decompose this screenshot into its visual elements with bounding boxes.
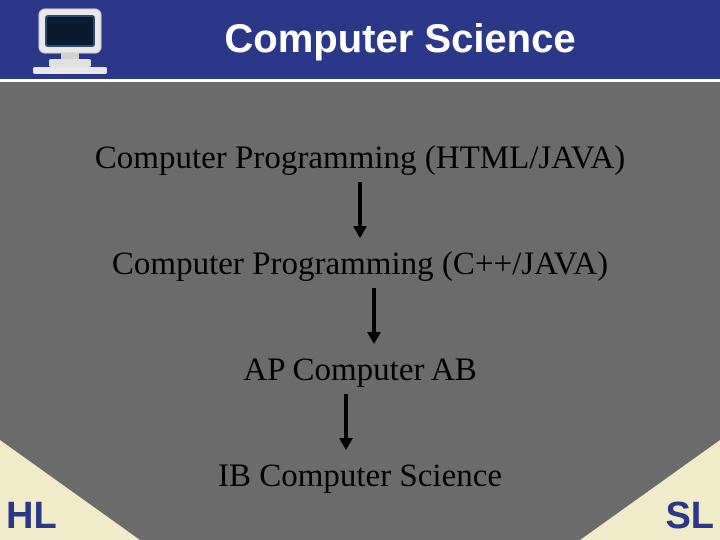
arrow-down-icon xyxy=(358,182,362,228)
corner-right-label: SL xyxy=(665,495,714,538)
slide-root: Computer Science Computer Programming (H… xyxy=(0,0,720,540)
corner-left-label: HL xyxy=(6,495,57,538)
header-bar: Computer Science xyxy=(0,0,720,82)
arrow-down-icon xyxy=(372,288,376,334)
flow-node-2: Computer Programming (C++/JAVA) xyxy=(0,246,720,283)
arrow-down-icon xyxy=(344,394,348,440)
corner-left: HL xyxy=(0,440,140,540)
corner-right: SL xyxy=(580,440,720,540)
flow-node-3: AP Computer AB xyxy=(0,352,720,389)
flow-node-1: Computer Programming (HTML/JAVA) xyxy=(0,140,720,177)
page-title: Computer Science xyxy=(140,17,720,62)
computer-monitor-icon xyxy=(0,0,140,81)
